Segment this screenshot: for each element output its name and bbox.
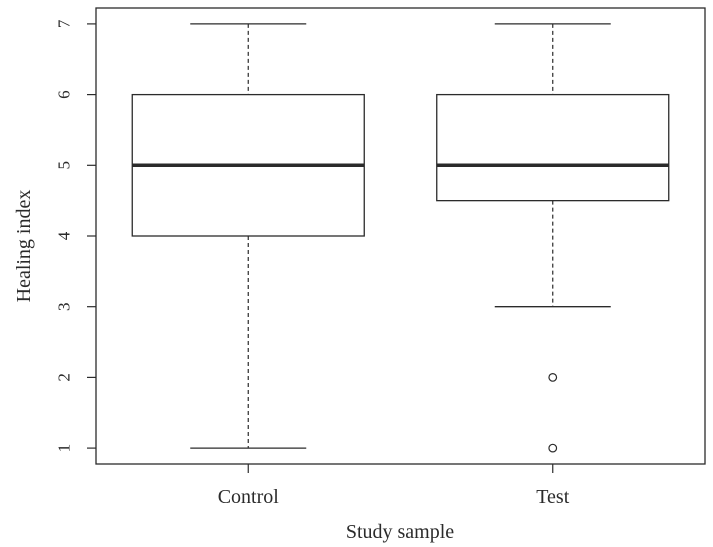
- y-tick-label: 5: [55, 161, 74, 170]
- x-tick-label: Test: [536, 486, 569, 508]
- interquartile-box: [436, 93, 670, 202]
- box-control: [131, 23, 365, 449]
- outlier-point: [548, 443, 558, 453]
- y-tick-label: 7: [55, 19, 74, 28]
- y-tick-label: 1: [55, 444, 74, 453]
- boxes-layer: [131, 23, 670, 453]
- y-tick-label: 6: [55, 90, 74, 99]
- x-tick-label: Control: [218, 486, 280, 508]
- box-test: [436, 23, 670, 453]
- y-tick-label: 2: [55, 373, 74, 382]
- outlier-point: [548, 372, 558, 382]
- x-axis: Control Test: [218, 464, 570, 508]
- y-tick-label: 4: [55, 231, 74, 240]
- y-axis-label: Healing index: [13, 190, 35, 303]
- y-tick-label: 3: [55, 302, 74, 311]
- x-axis-label: Study sample: [346, 521, 454, 543]
- y-axis: 1 2 3 4 5 6 7: [55, 19, 96, 453]
